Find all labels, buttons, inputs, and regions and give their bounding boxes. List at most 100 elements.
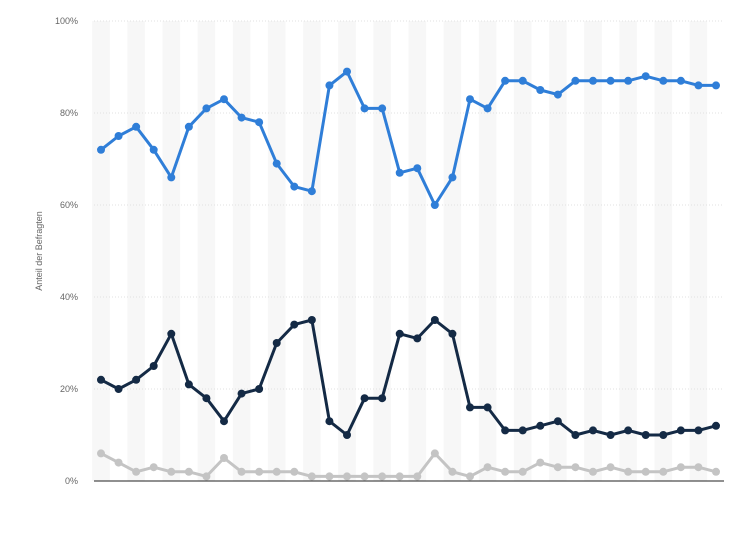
series-2-point (220, 417, 228, 426)
series-1-point (641, 72, 650, 81)
y-tick-label: 0% (65, 476, 78, 486)
series-3-point (483, 463, 492, 472)
series-1-point (659, 76, 668, 85)
background-band (127, 21, 145, 481)
series-1-point (184, 122, 193, 131)
series-3-point (132, 467, 141, 476)
series-1-point (97, 145, 105, 154)
series-1-point (536, 86, 545, 94)
series-1-point (167, 173, 176, 182)
series-3-point (501, 467, 510, 476)
series-2-point (325, 417, 334, 426)
series-1-point (553, 90, 562, 99)
series-1-point (307, 187, 316, 196)
series-2-point (466, 403, 474, 412)
series-3-point (237, 467, 246, 476)
series-2-point (114, 385, 123, 393)
series-2-point (149, 362, 158, 370)
background-band (162, 21, 181, 481)
series-3-point (641, 467, 650, 476)
y-tick-label: 20% (60, 384, 78, 394)
series-2 (97, 316, 720, 439)
series-2-point (483, 403, 492, 412)
series-3-point (167, 467, 176, 476)
series-1-point (448, 173, 457, 182)
background-band (584, 21, 602, 481)
series-2-point (343, 431, 351, 439)
series-3-point (712, 467, 720, 476)
background-band (303, 21, 321, 481)
series-2-point (430, 316, 439, 324)
series-3-point (255, 467, 264, 476)
series-3-point (184, 467, 193, 476)
y-axis-title: Anteil der Befragten (34, 211, 44, 291)
series-1-point (694, 81, 703, 90)
background-band (654, 21, 673, 481)
series-1-point (571, 76, 580, 85)
series-1-point (712, 81, 720, 90)
series-1-point (343, 67, 351, 76)
series-2-point (518, 426, 527, 435)
background-band (197, 21, 216, 481)
series-3-point (395, 472, 404, 481)
series-1-point (272, 159, 281, 168)
series-2-point (378, 394, 387, 403)
series-1-point (325, 81, 334, 90)
series-1 (97, 67, 720, 209)
series-1-point (483, 104, 492, 113)
background-band (267, 21, 286, 481)
background-band (549, 21, 567, 481)
series-3-point (114, 458, 123, 467)
series-1-point (676, 76, 685, 85)
series-2-point (536, 421, 545, 430)
series-3-point (624, 467, 633, 476)
series-3-point (343, 472, 351, 481)
background-band (232, 21, 251, 481)
background-band (689, 21, 708, 481)
background-band (619, 21, 637, 481)
series-2-point (659, 431, 668, 439)
series-2-point (641, 431, 650, 439)
series-1-point (149, 145, 158, 154)
series-1-point (430, 201, 439, 209)
series-2-point (272, 339, 281, 347)
series-3 (97, 449, 720, 481)
series-1-point (114, 132, 123, 140)
y-tick-label: 40% (60, 292, 78, 302)
series-1-point (220, 95, 228, 104)
series-2-point (606, 431, 615, 439)
gridlines (94, 20, 724, 390)
series-3-point (430, 449, 439, 458)
series-2-point (624, 426, 633, 435)
series-2-point (255, 385, 264, 393)
series-1-point (237, 113, 246, 122)
y-tick-label: 80% (60, 108, 78, 118)
series-3-point (676, 463, 685, 472)
series-2-point (307, 316, 316, 324)
series-1-point (255, 118, 264, 127)
series-group (97, 67, 720, 481)
series-2-point (202, 394, 211, 403)
background-band (478, 21, 497, 481)
series-2-point (132, 375, 141, 384)
series-3-point (466, 472, 474, 481)
series-1-point (202, 104, 211, 113)
series-2-point (360, 394, 369, 403)
series-2-point (694, 426, 703, 435)
series-3-point (202, 472, 211, 481)
series-1-point (606, 76, 615, 85)
y-tick-label: 100% (55, 16, 78, 26)
series-3-point (659, 467, 668, 476)
series-1-point (395, 168, 404, 177)
series-2-point (712, 421, 720, 430)
series-1-point (360, 104, 369, 113)
background-band (373, 21, 391, 481)
series-3-point (518, 467, 527, 476)
series-1-point (378, 104, 387, 113)
series-1-point (589, 76, 597, 85)
series-3-point (290, 467, 299, 476)
series-3-point (97, 449, 105, 458)
series-1-point (518, 76, 527, 85)
series-2-point (395, 329, 404, 338)
